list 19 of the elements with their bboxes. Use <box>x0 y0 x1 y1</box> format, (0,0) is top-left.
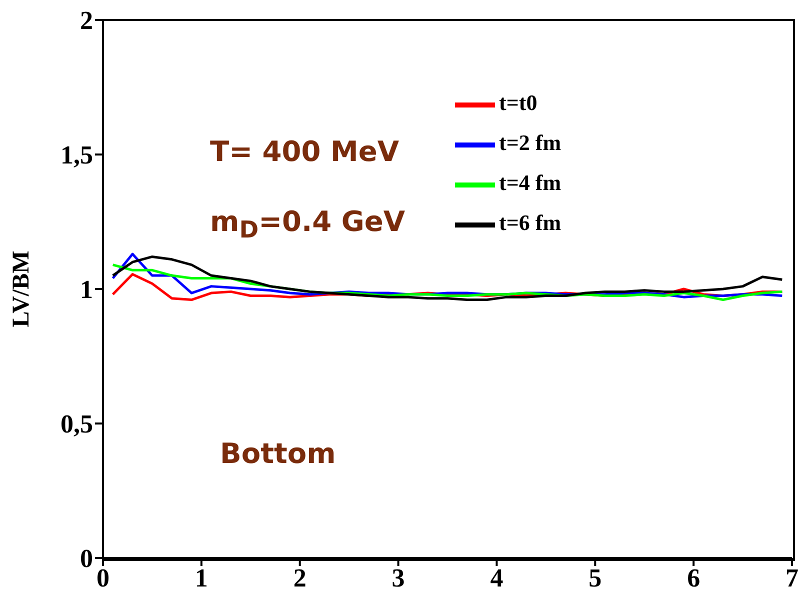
y-tick-label: 1,5 <box>60 140 93 170</box>
x-tick-label: 6 <box>687 563 700 591</box>
x-tick-label: 4 <box>490 563 504 591</box>
x-tick-label: 3 <box>392 563 405 591</box>
legend-label: t=6 fm <box>499 210 562 236</box>
legend-label: t=2 fm <box>499 130 562 156</box>
annotation: m$_{D}$=0.4 GeV <box>210 205 406 244</box>
legend-label: t=4 fm <box>499 170 562 196</box>
y-tick-label: 1 <box>80 275 93 304</box>
x-tick-label: 1 <box>194 563 208 591</box>
y-axis-title: LV/BM <box>8 250 35 328</box>
y-tick-label: 2 <box>80 6 93 36</box>
x-tick-label: 7 <box>786 563 798 591</box>
x-tick-label: 2 <box>293 563 306 591</box>
legend-label: t=t0 <box>499 90 538 116</box>
x-tick-label: 5 <box>588 563 602 591</box>
annotation: Bottom <box>220 437 336 470</box>
annotation: T= 400 MeV <box>210 135 400 168</box>
y-tick-label: 0,5 <box>60 410 93 439</box>
